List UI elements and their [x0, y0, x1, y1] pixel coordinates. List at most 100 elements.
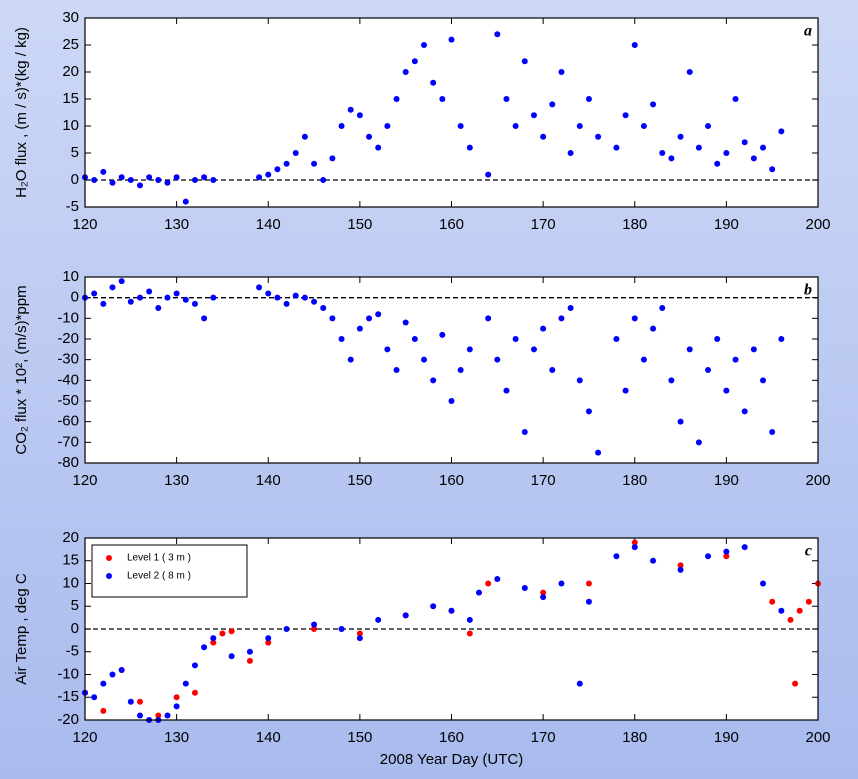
- point: [677, 418, 684, 425]
- point: [613, 144, 620, 151]
- plot-area: [85, 277, 818, 463]
- point: [430, 79, 437, 86]
- point: [283, 160, 290, 167]
- point: [182, 198, 189, 205]
- point: [613, 553, 620, 560]
- point: [173, 694, 180, 701]
- point: [210, 639, 217, 646]
- plot-frame: [84, 17, 819, 208]
- point: [540, 325, 547, 332]
- point: [521, 58, 528, 65]
- point: [714, 160, 721, 167]
- point: [650, 101, 657, 108]
- x-tick-label: 200: [805, 472, 830, 489]
- point: [558, 69, 565, 75]
- x-tick-label: 170: [531, 472, 556, 489]
- point: [109, 284, 116, 291]
- y-tick-label: -80: [57, 454, 79, 471]
- x-tick-label: 160: [439, 729, 464, 746]
- point: [714, 336, 721, 342]
- point: [585, 96, 592, 102]
- legend-label: Level 2 ( 8 m ): [127, 571, 191, 582]
- x-tick-label: 190: [714, 472, 739, 489]
- point: [659, 305, 666, 311]
- point: [375, 144, 382, 151]
- point: [265, 290, 272, 297]
- point: [796, 607, 803, 614]
- x-tick-label: 140: [256, 472, 281, 489]
- point: [311, 298, 318, 305]
- point: [338, 336, 345, 342]
- y-tick-label: 0: [71, 171, 79, 188]
- y-axis-label: CO₂ flux * 10², (m/s)*ppm: [13, 285, 30, 454]
- point: [741, 139, 748, 146]
- point: [769, 166, 776, 173]
- y-tick-label: 0: [71, 289, 79, 306]
- point: [164, 294, 171, 301]
- point: [256, 174, 263, 181]
- point: [475, 589, 482, 596]
- point: [127, 698, 134, 705]
- point: [659, 150, 666, 156]
- point: [792, 680, 799, 687]
- point: [375, 311, 382, 318]
- point: [705, 553, 712, 560]
- point: [173, 703, 180, 710]
- x-tick-label: 120: [72, 472, 97, 489]
- point: [246, 648, 253, 655]
- point: [301, 294, 308, 301]
- point: [292, 150, 299, 156]
- point: [466, 630, 473, 637]
- legend-marker: [106, 573, 112, 579]
- x-tick-label: 150: [347, 729, 372, 746]
- point: [311, 626, 318, 632]
- point: [494, 575, 501, 582]
- y-axis-label: Air Temp , deg C: [13, 573, 30, 685]
- x-tick-label: 180: [622, 729, 647, 746]
- point: [466, 346, 473, 353]
- point: [439, 331, 446, 338]
- point: [576, 123, 583, 129]
- y-tick-label: 20: [62, 63, 79, 80]
- point: [448, 36, 455, 43]
- x-tick-label: 160: [439, 216, 464, 233]
- point: [421, 356, 428, 363]
- point: [274, 294, 281, 301]
- y-tick-label: -50: [57, 392, 79, 409]
- point: [769, 598, 776, 605]
- point: [402, 612, 409, 619]
- point: [155, 305, 162, 311]
- x-tick-label: 180: [622, 472, 647, 489]
- y-tick-label: -70: [57, 433, 79, 450]
- point: [146, 288, 153, 295]
- point: [228, 628, 235, 635]
- point: [760, 580, 767, 587]
- point: [631, 544, 638, 551]
- point: [191, 300, 198, 307]
- point: [100, 300, 107, 307]
- point: [677, 566, 684, 573]
- point: [182, 680, 189, 687]
- legend-label: Level 1 ( 3 m ): [127, 553, 191, 564]
- point: [613, 336, 620, 342]
- y-tick-label: 20: [62, 529, 79, 546]
- x-tick-label: 200: [805, 216, 830, 233]
- point: [155, 712, 162, 719]
- point: [705, 123, 712, 129]
- point: [347, 356, 354, 363]
- point: [191, 689, 198, 696]
- y-tick-label: -20: [57, 711, 79, 728]
- point: [457, 367, 464, 373]
- point: [778, 128, 785, 135]
- point: [540, 594, 547, 601]
- point: [210, 177, 217, 183]
- point: [677, 133, 684, 140]
- point: [466, 144, 473, 151]
- point: [146, 174, 153, 181]
- point: [338, 123, 345, 129]
- point: [164, 712, 171, 719]
- point: [356, 635, 363, 642]
- point: [421, 42, 428, 48]
- point: [164, 179, 171, 186]
